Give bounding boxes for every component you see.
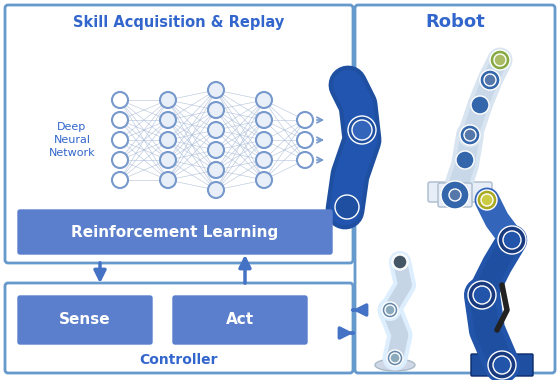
FancyBboxPatch shape (5, 283, 353, 373)
Circle shape (494, 54, 506, 66)
Circle shape (348, 116, 376, 144)
Circle shape (208, 102, 224, 118)
Text: Robot: Robot (425, 13, 485, 31)
Circle shape (297, 112, 313, 128)
Circle shape (392, 254, 408, 270)
Circle shape (208, 182, 224, 198)
Text: Sense: Sense (59, 312, 111, 328)
FancyBboxPatch shape (18, 296, 152, 344)
Circle shape (390, 353, 400, 363)
Circle shape (256, 152, 272, 168)
Circle shape (208, 142, 224, 158)
Text: Act: Act (226, 312, 254, 328)
Circle shape (112, 92, 128, 108)
Circle shape (160, 92, 176, 108)
Circle shape (445, 185, 465, 205)
Circle shape (208, 162, 224, 178)
FancyBboxPatch shape (173, 296, 307, 344)
Circle shape (208, 82, 224, 98)
Circle shape (297, 132, 313, 148)
Circle shape (385, 305, 395, 315)
Circle shape (382, 302, 398, 318)
Circle shape (160, 172, 176, 188)
Circle shape (490, 50, 510, 70)
Circle shape (112, 112, 128, 128)
Text: Deep
Neural
Network: Deep Neural Network (49, 122, 95, 158)
Circle shape (297, 152, 313, 168)
Circle shape (160, 132, 176, 148)
Circle shape (112, 152, 128, 168)
Circle shape (256, 132, 272, 148)
Circle shape (395, 257, 405, 267)
Circle shape (352, 120, 372, 140)
Circle shape (208, 122, 224, 138)
Circle shape (477, 190, 497, 210)
FancyBboxPatch shape (438, 183, 472, 207)
Circle shape (112, 172, 128, 188)
Circle shape (484, 74, 496, 86)
Circle shape (393, 255, 407, 269)
Text: Controller: Controller (140, 353, 218, 367)
Circle shape (493, 356, 511, 374)
Circle shape (387, 350, 403, 366)
Circle shape (481, 194, 493, 206)
Circle shape (498, 226, 526, 254)
FancyBboxPatch shape (355, 5, 555, 373)
Circle shape (441, 181, 469, 209)
Circle shape (256, 112, 272, 128)
Circle shape (464, 129, 476, 141)
Circle shape (468, 281, 496, 309)
FancyBboxPatch shape (471, 354, 533, 376)
Circle shape (335, 195, 359, 219)
Circle shape (256, 92, 272, 108)
FancyBboxPatch shape (5, 5, 353, 263)
Circle shape (456, 151, 474, 169)
Circle shape (503, 231, 521, 249)
FancyBboxPatch shape (18, 210, 332, 254)
FancyBboxPatch shape (428, 182, 492, 202)
Text: Skill Acquisition & Replay: Skill Acquisition & Replay (73, 14, 284, 30)
Text: Reinforcement Learning: Reinforcement Learning (71, 225, 279, 239)
Circle shape (460, 125, 480, 145)
Circle shape (160, 152, 176, 168)
Circle shape (471, 96, 489, 114)
Circle shape (473, 286, 491, 304)
Circle shape (112, 132, 128, 148)
Circle shape (256, 172, 272, 188)
Circle shape (449, 189, 461, 201)
Ellipse shape (375, 359, 415, 371)
Circle shape (480, 70, 500, 90)
Circle shape (160, 112, 176, 128)
Circle shape (488, 351, 516, 379)
